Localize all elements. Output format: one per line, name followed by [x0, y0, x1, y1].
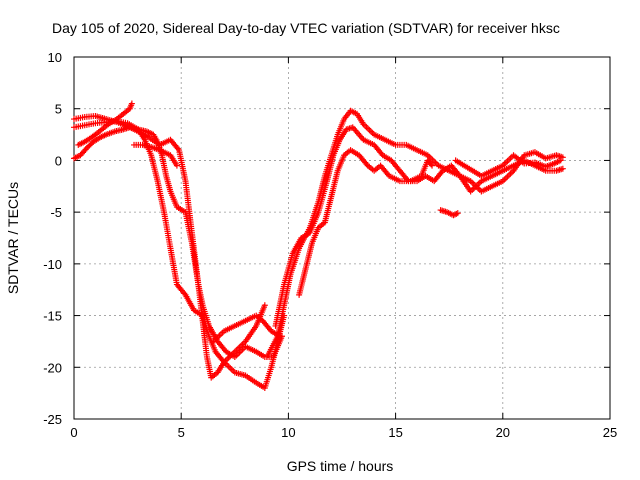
y-tick-label: 5: [55, 102, 62, 117]
axis-ticks: 0 5 10 15 20 25 -25 -20 -15 -10 -5 0 5 10: [43, 50, 617, 440]
y-axis-label: SDTVAR / TECUs: [5, 182, 21, 294]
data-point: [559, 154, 566, 161]
x-axis-label: GPS time / hours: [287, 458, 394, 474]
chart-title: Day 105 of 2020, Sidereal Day-to-day VTE…: [52, 20, 560, 36]
x-tick-label: 5: [178, 425, 185, 440]
series-track-10: [437, 207, 461, 219]
y-tick-label: -10: [43, 257, 62, 272]
x-tick-label: 15: [388, 425, 402, 440]
data-point: [454, 210, 461, 217]
plot-frame: [73, 56, 611, 420]
y-tick-label: -15: [43, 309, 62, 324]
data-point: [173, 162, 180, 169]
y-tick-label: -20: [43, 360, 62, 375]
series-track-4: [75, 100, 135, 148]
series-track-11: [452, 152, 564, 179]
data-point: [128, 100, 135, 107]
series-track-8: [272, 124, 566, 329]
data-point: [427, 161, 434, 168]
data-point: [429, 162, 436, 169]
series-track-2: [71, 118, 288, 391]
series-track-5: [131, 141, 180, 169]
data-point: [559, 165, 566, 172]
x-tick-label: 25: [603, 425, 617, 440]
x-tick-label: 0: [70, 425, 77, 440]
data-point: [261, 302, 268, 309]
data-point: [451, 211, 458, 218]
x-tick-label: 10: [281, 425, 295, 440]
series-track-9: [296, 147, 436, 298]
series-track-3: [71, 124, 285, 360]
grid: [74, 57, 610, 419]
y-tick-label: 0: [55, 153, 62, 168]
y-tick-label: 10: [48, 50, 62, 65]
data-point: [557, 157, 564, 164]
y-tick-label: -5: [50, 205, 62, 220]
x-tick-label: 20: [496, 425, 510, 440]
y-tick-label: -25: [43, 412, 62, 427]
data-series: [71, 100, 566, 391]
